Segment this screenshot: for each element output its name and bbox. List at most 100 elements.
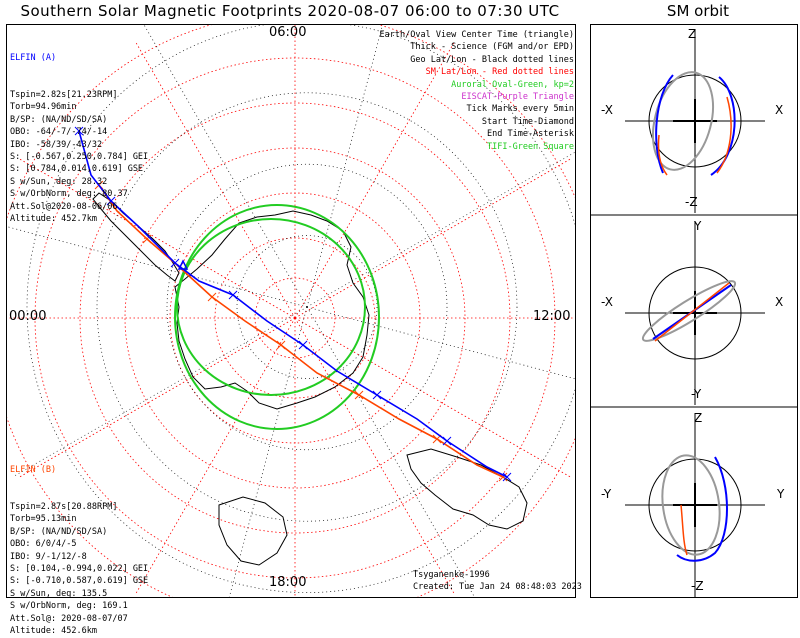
time-label-top: 06:00 [269,25,307,40]
orbit2-gray-path [641,280,737,342]
elfin-a-track-tick [74,126,84,136]
legend-entry: EISCAT-Purple Triangle [461,92,574,103]
orbit2-right-label: X [775,295,784,309]
elfin-b-info-line: B/SP: (NA/ND/SD/SA) [10,526,108,537]
orbit1-bottom-label: -Z [685,195,698,209]
elfin-a-track-tick [228,290,238,300]
elfin-b-name: ELFIN (B) [10,464,57,475]
elfin-a-track-tick [106,196,116,206]
legend-entry: Tick Marks every 5min [466,104,574,115]
elfin-b-info-line: Altitude: 452.6km [10,626,97,637]
sm-latitude-circle [79,102,511,534]
elfin-b-track-tick [498,472,508,482]
elfin-a-info-line: OBO: -64/-7/-74/-14 [10,127,108,138]
orbit2-elfin-b [654,282,730,342]
legend-entry: TIFI-Green Square [487,141,574,152]
elfin-a-track-tick [502,472,512,482]
elfin-b-track-tick [207,292,217,302]
elfin-b-info-line: S: [0.104,-0.994,0.022] GEI [10,564,149,575]
orbit1-top-label: Z [688,27,697,41]
orbit1-right-label: X [775,103,784,117]
legend-entry: Start Time-Diamond [481,116,574,127]
orbit3-elfin-b [680,504,688,556]
elfin-a-info: ELFIN (A) Tspin=2.82s[21.23RPM] Torb=94.9… [10,27,148,226]
orbit2-bottom-label: -Y [691,387,702,401]
elfin-a-track [78,130,508,478]
geo-longitude-line [306,151,575,308]
sm-orbit-panel: Z -X X -Z Y -X X -Y Z -Y Y -Z [590,24,798,598]
elfin-b-info: ELFIN (B) Tspin=2.87s[20.88RPM] Torb=95.1… [10,439,148,638]
elfin-b-info-line: IBO: 9/-1/12/-8 [10,551,87,562]
orbit-title: SM orbit [666,2,730,20]
elfin-a-info-line: S w/OrbNorm, deg: 80.37 [10,189,128,200]
elfin-a-info-line: Altitude: 452.7km [10,214,97,225]
legend-entry: Auroral Oval-Green, kp=2 [451,79,574,90]
orbit-panel-3 [625,413,765,597]
orbit3-gray-path [661,454,721,556]
elfin-b-info-line: OBO: 6/0/4/-5 [10,539,77,550]
sm-longitude-line [134,317,296,596]
orbit3-bottom-label: -Z [691,579,704,593]
orbit3-elfin-a [676,456,728,562]
plot-title: Southern Solar Magnetic Footprints 2020-… [20,2,560,20]
time-label-bottom: 18:00 [269,575,307,590]
legend-entry: SM Lat/Lon - Red dotted lines [425,67,574,78]
sm-grid-red-dotted [7,25,575,597]
sm-longitude-line [294,317,456,596]
elfin-b-track-tick [354,390,364,400]
sm-longitude-line [294,157,573,319]
elfin-a-info-line: Att.Sol@2020-08-06/06 [10,201,118,212]
auroral-oval-inner [176,218,366,396]
elfin-b-info-line: Tspin=2.87s[20.88RPM] [10,502,118,513]
geo-longitude-line [12,306,308,478]
orbit2-left-label: -X [601,295,613,309]
elfin-a-info-line: S: [0.784,0.014,0.619] GSE [10,164,144,175]
africa-coastline [218,496,288,566]
legend-entry: End Time-Asterisk [487,129,574,140]
sm-longitude-line [134,40,296,319]
sm-latitude-circle [124,147,466,489]
legend-entry: Thick - Science (FGM and/or EPD) [410,42,574,53]
elfin-b-track-tick [142,234,152,244]
orbit1-elfin-b [657,96,732,176]
elfin-a-track-tick [298,340,308,350]
satellite-tracks [74,126,512,482]
geo-longitude-line [306,306,575,380]
created-timestamp: Created: Tue Jan 24 08:48:03 2023 [413,582,582,592]
elfin-a-track-tick [372,390,382,400]
geo-longitude-line [306,306,475,597]
elfin-b-track-tick [276,340,286,350]
elfin-a-info-line: IBO: -58/39/-43/32 [10,139,103,150]
elfin-a-track-tick [170,258,180,268]
auroral-oval-outer [174,204,380,430]
legend-entry: Geo Lat/Lon - Black dotted lines [410,54,574,65]
orbit-panel-2 [625,221,765,405]
footprint-map [7,25,575,597]
auroral-ovals [174,204,380,430]
elfin-a-info-line: Tspin=2.82s[21.23RPM] [10,90,118,101]
elfin-b-info-line: S w/Sun, deg: 135.5 [10,588,108,599]
time-label-right: 12:00 [533,309,571,324]
geo-latitude-circle [26,25,575,593]
geo-latitude-circle [166,163,448,451]
elfin-b-info-line: S w/OrbNorm, deg: 169.1 [10,601,128,612]
geo-longitude-line [7,226,308,308]
geo-grid-black-dotted [7,25,575,597]
model-credit: Tsyganenko-1996 [413,570,490,580]
legend-entry: Earth/Oval View Center Time (triangle) [379,30,574,40]
sm-longitude-line [294,317,573,479]
australia-coastline [406,448,528,530]
sm-orbit-plots [591,29,797,597]
view-center-triangle [177,259,189,270]
elfin-a-info-line: S w/Sun, deg: 28.32 [10,176,108,187]
elfin-a-info-line: S: [-0.567,0.250,0.784] GEI [10,152,149,163]
geo-longitude-line [143,25,308,308]
elfin-b-info-line: S: [-0.710,0.587,0.619] GSE [10,576,149,587]
legend: Earth/Oval View Center Time (triangle) Th… [380,29,574,153]
orbit3-left-label: -Y [601,487,612,501]
elfin-a-info-line: Torb=94.96min [10,102,77,113]
elfin-a-info-line: B/SP: (NA/ND/SD/SA) [10,114,108,125]
antarctica-coastline [174,210,370,410]
geo-longitude-line [306,25,383,308]
geo-latitude-circle [96,92,518,522]
